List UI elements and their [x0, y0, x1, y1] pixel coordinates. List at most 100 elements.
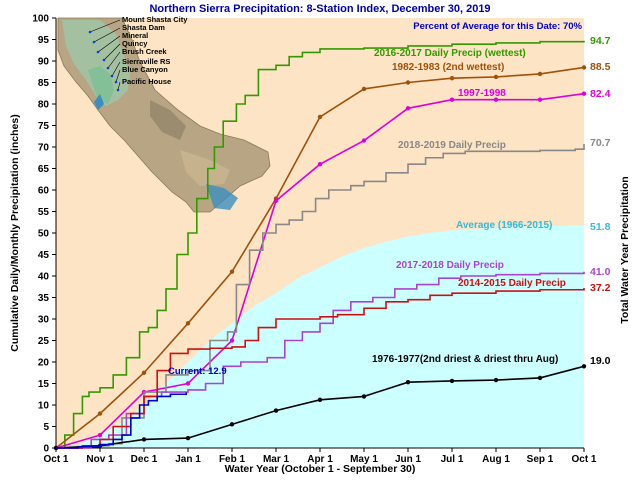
- series-label-4: 2018-2019 Daily Precip: [398, 140, 506, 151]
- series-point-2: [317, 114, 323, 120]
- y-axis-title: Cumulative Daily/Monthly Precipitation (…: [9, 114, 21, 351]
- series-point-7: [141, 437, 147, 442]
- series-point-2: [97, 411, 103, 416]
- station-leader-line: [111, 61, 121, 77]
- series-point-3: [493, 97, 499, 102]
- series-point-7: [317, 397, 323, 403]
- x-tick-label: Apr 1: [307, 454, 333, 465]
- series-point-3: [317, 162, 323, 167]
- y-tick-label: 15: [38, 379, 50, 390]
- series-total-5: 41.0: [590, 266, 611, 278]
- series-point-3: [229, 338, 235, 343]
- y-tick-label: 50: [38, 229, 50, 240]
- station-label: Mineral: [122, 31, 148, 40]
- percent-average-annotation: Percent of Average for this Date: 70%: [413, 21, 582, 32]
- station-marker: [88, 30, 92, 34]
- california-map-inset: [57, 17, 271, 213]
- series-point-7: [273, 408, 279, 413]
- series-point-7: [493, 377, 499, 383]
- series-labels: Average (1966-2015) 51.8 2016-2017 Daily P…: [372, 35, 611, 367]
- series-point-3: [405, 106, 411, 111]
- y-tick-label: 65: [38, 164, 50, 175]
- series-point-3: [273, 198, 279, 203]
- current-value-label: Current: 12.9: [168, 366, 227, 377]
- station-marker: [106, 66, 110, 70]
- x-tick-label: Feb 1: [219, 454, 246, 465]
- station-label: Quincy: [122, 39, 148, 48]
- series-total-6: 37.2: [590, 282, 611, 294]
- y-tick-label: 20: [38, 358, 50, 369]
- series-point-2: [361, 86, 367, 92]
- x-tick-label: Jan 1: [175, 454, 201, 465]
- series-point-7: [581, 364, 587, 369]
- series-point-7: [405, 380, 411, 385]
- y-tick-label: 95: [38, 35, 50, 46]
- y-axis-ticks: 0 5 10 15 20 25 30 35 40 45 50 55 60 65 70 75 80 85 90 95 10…: [32, 14, 56, 455]
- y-tick-label: 10: [38, 401, 50, 412]
- station-marker: [96, 50, 100, 54]
- series-total-4: 70.7: [590, 137, 611, 149]
- x-tick-label: Jun 1: [395, 454, 422, 465]
- series-point-2: [493, 74, 499, 80]
- y-tick-label: 70: [38, 143, 50, 154]
- chart-title: Northern Sierra Precipitation: 8-Station…: [149, 3, 490, 15]
- x-tick-label: Aug 1: [482, 454, 510, 465]
- station-marker: [110, 74, 114, 78]
- series-total-2: 88.5: [590, 61, 611, 73]
- series-point-3: [449, 97, 455, 102]
- x-axis-ticks: Oct 1 Nov 1 Dec 1 Jan 1 Feb 1 Mar 1 Apr 1 May 1…: [43, 448, 597, 465]
- station-leader-line: [103, 43, 121, 61]
- series-point-3: [537, 97, 543, 102]
- station-label: Shasta Dam: [122, 23, 165, 32]
- series-point-3: [97, 432, 103, 438]
- series-lines: [53, 40, 587, 451]
- y-tick-label: 55: [38, 207, 50, 218]
- station-label: Brush Creek: [122, 47, 167, 56]
- series-point-2: [537, 71, 543, 77]
- station-leader-line: [117, 81, 121, 91]
- series-label-3: 1997-1998: [458, 88, 506, 99]
- series-point-2: [581, 65, 587, 70]
- series-line-1: [56, 40, 585, 449]
- station-leader-line: [97, 35, 121, 53]
- y-tick-label: 5: [43, 422, 49, 433]
- series-point-7: [229, 422, 235, 427]
- station-label: Mount Shasta City: [122, 15, 188, 24]
- y-tick-label: 40: [38, 272, 50, 283]
- series-total-1: 94.7: [590, 35, 611, 47]
- x-tick-label: Sep 1: [527, 454, 554, 465]
- y-tick-label: 25: [38, 336, 50, 347]
- series-point-3: [185, 381, 191, 386]
- station-label: Sierraville RS: [122, 57, 170, 66]
- y-tick-label: 30: [38, 315, 50, 326]
- y-tick-label: 45: [38, 250, 50, 261]
- series-label-0: Average (1966-2015): [456, 220, 552, 231]
- y-tick-label: 90: [38, 57, 50, 68]
- series-label-2: 1982-1983 (2nd wettest): [392, 62, 504, 73]
- series-point-2: [185, 321, 191, 326]
- x-tick-label: Jul 1: [441, 454, 464, 465]
- y-axis-right-title: Total Water Year Precipitation: [619, 176, 631, 323]
- station-marker: [116, 88, 120, 92]
- y-tick-label: 75: [38, 121, 50, 132]
- series-point-2: [405, 80, 411, 85]
- y-tick-label: 0: [43, 444, 49, 455]
- series-point-2: [449, 76, 455, 81]
- y-tick-label: 60: [38, 186, 50, 197]
- series-total-3: 82.4: [590, 88, 611, 100]
- y-tick-label: 85: [38, 78, 50, 89]
- x-tick-label: Oct 1: [571, 454, 596, 465]
- station-leader-line: [89, 19, 121, 33]
- series-point-2: [229, 269, 235, 274]
- y-tick-label: 80: [38, 100, 50, 111]
- series-point-7: [361, 394, 367, 399]
- series-line-8: [56, 392, 188, 449]
- y-tick-label: 35: [38, 293, 50, 304]
- series-point-7: [537, 375, 543, 381]
- station-leader-line: [107, 51, 121, 69]
- series-point-3: [581, 91, 587, 96]
- y-tick-label: 100: [32, 14, 49, 25]
- series-point-7: [449, 378, 455, 384]
- series-point-7: [185, 435, 191, 441]
